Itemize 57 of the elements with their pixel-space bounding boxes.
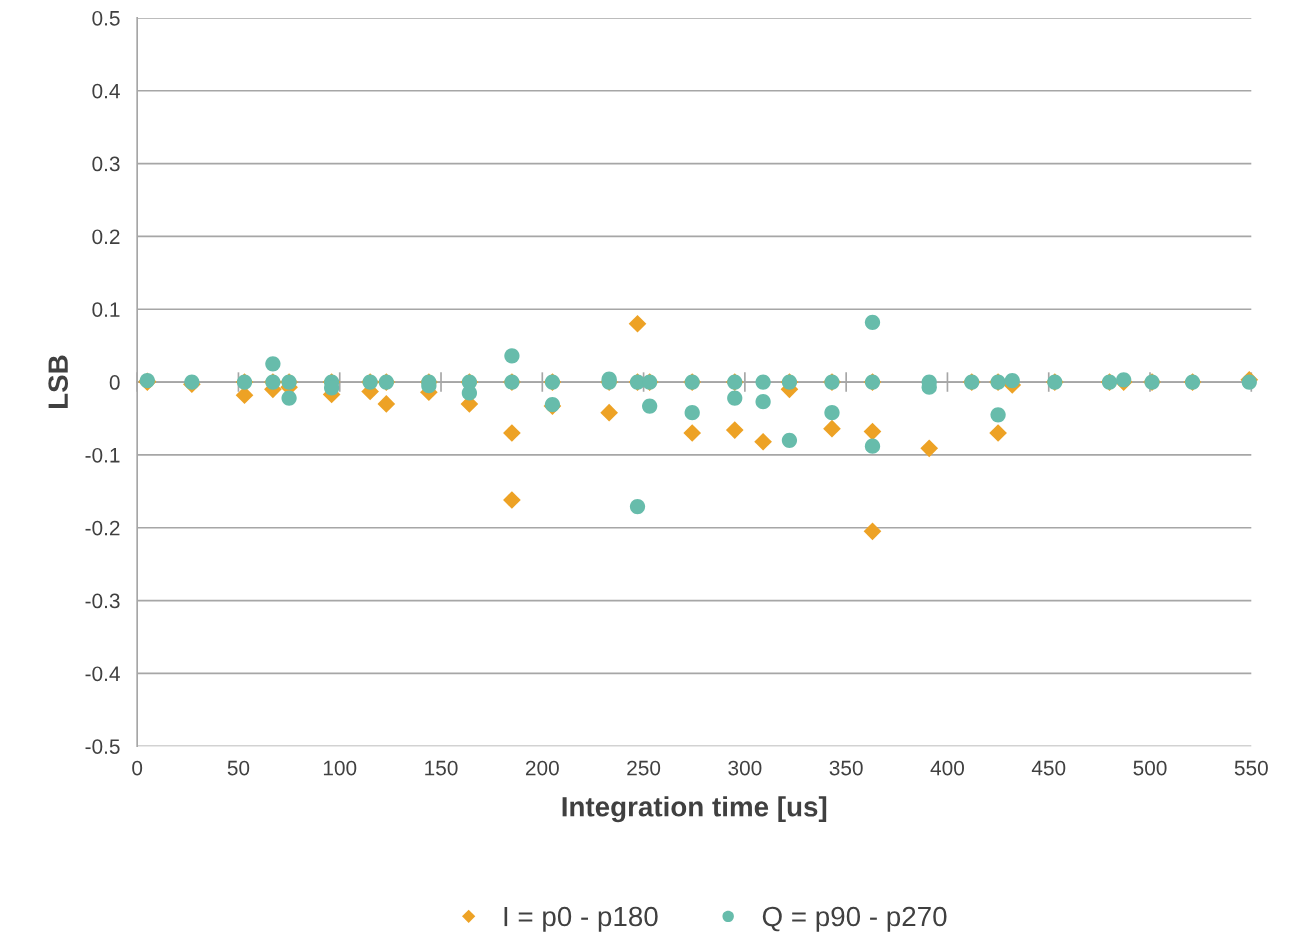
point: [1004, 372, 1020, 389]
point: [377, 395, 396, 413]
x-tick-label: 250: [627, 760, 661, 776]
point: [628, 314, 647, 333]
point: [265, 356, 281, 372]
x-tick-label: 500: [1133, 760, 1167, 776]
point: [281, 390, 297, 406]
point: [629, 498, 646, 515]
y-tick-label: -0.3: [85, 593, 120, 609]
point: [683, 424, 702, 442]
x-tick-label: 150: [425, 760, 458, 776]
point: [863, 522, 882, 541]
point: [503, 424, 521, 442]
point: [754, 432, 772, 451]
y-tick-label: 0.4: [92, 83, 120, 99]
point: [920, 439, 939, 458]
point: [824, 405, 840, 421]
point: [184, 374, 200, 390]
x-tick-label: 0: [132, 760, 143, 776]
y-tick-label: -0.4: [85, 666, 120, 682]
x-tick-label: 200: [525, 760, 559, 776]
point: [823, 419, 841, 438]
y-tick-label: 0: [109, 375, 120, 390]
point: [863, 422, 882, 441]
point: [864, 314, 881, 330]
x-tick-label: 550: [1234, 760, 1268, 776]
y-tick-label: -0.1: [85, 447, 120, 463]
point: [755, 394, 771, 410]
y-tick-label: -0.2: [85, 520, 120, 536]
legend-label: Q = p90 - p270: [762, 906, 947, 932]
y-tick-label: 0.3: [92, 156, 120, 172]
point: [990, 407, 1006, 423]
point: [642, 398, 658, 414]
y-axis-title: LSB: [48, 355, 68, 408]
point: [725, 421, 744, 439]
y-tick-label: 0.2: [92, 229, 120, 245]
x-axis-title: Integration time [us]: [562, 796, 827, 823]
y-tick-label: 0.5: [92, 10, 120, 26]
x-tick-label: 450: [1031, 760, 1066, 776]
point: [461, 385, 478, 401]
point: [864, 438, 881, 454]
point: [684, 405, 700, 421]
point: [727, 390, 743, 406]
x-tick-label: 350: [829, 760, 863, 776]
point: [600, 403, 618, 422]
y-tick-label: -0.5: [85, 739, 120, 754]
point: [504, 348, 520, 364]
point: [503, 491, 521, 509]
legend-label: I = p0 - p180: [504, 906, 658, 932]
x-tick-label: 400: [930, 760, 965, 776]
x-tick-label: 50: [227, 760, 250, 776]
x-tick-label: 300: [728, 760, 762, 776]
x-tick-label: 100: [323, 760, 357, 776]
point: [781, 432, 798, 448]
point: [989, 424, 1007, 442]
point: [755, 374, 771, 390]
y-tick-label: 0.1: [92, 302, 120, 317]
